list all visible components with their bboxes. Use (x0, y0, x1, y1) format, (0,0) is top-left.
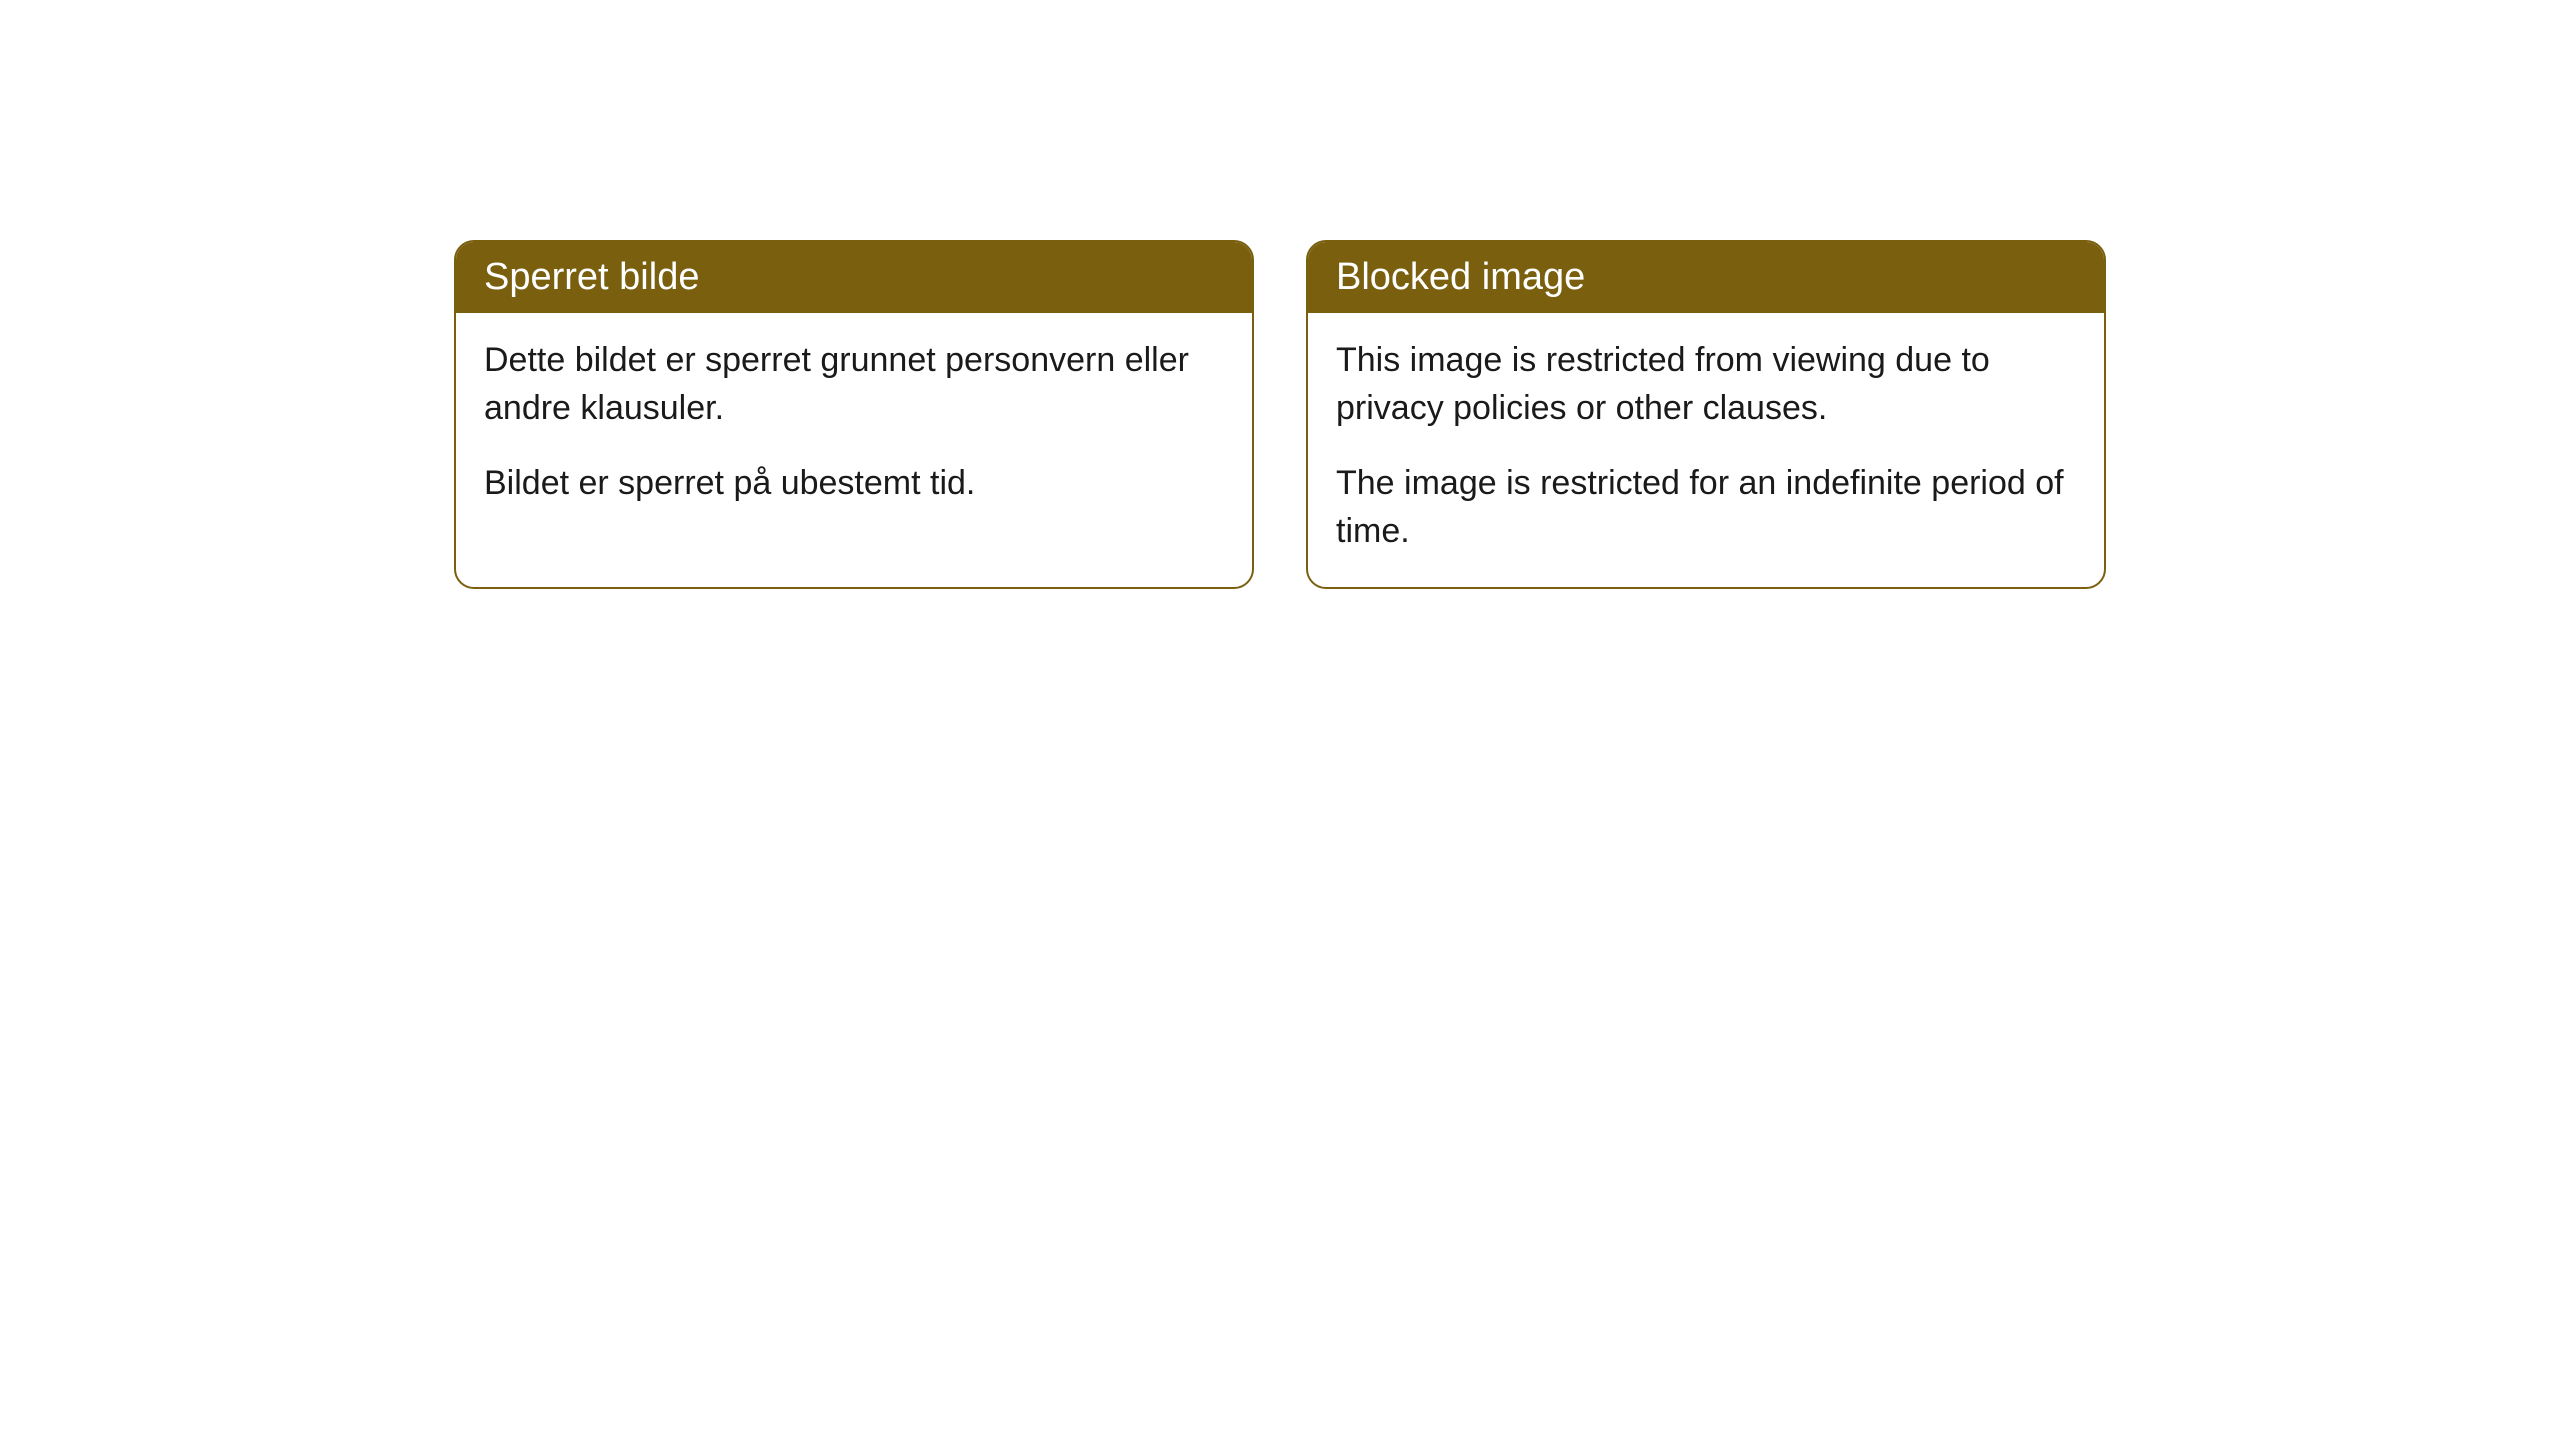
card-paragraph: Dette bildet er sperret grunnet personve… (484, 337, 1224, 432)
card-header: Blocked image (1308, 242, 2104, 313)
card-header: Sperret bilde (456, 242, 1252, 313)
card-body: This image is restricted from viewing du… (1308, 313, 2104, 587)
card-english: Blocked image This image is restricted f… (1306, 240, 2106, 589)
card-paragraph: The image is restricted for an indefinit… (1336, 460, 2076, 555)
card-norwegian: Sperret bilde Dette bildet er sperret gr… (454, 240, 1254, 589)
card-paragraph: Bildet er sperret på ubestemt tid. (484, 460, 1224, 508)
cards-container: Sperret bilde Dette bildet er sperret gr… (0, 240, 2560, 589)
card-paragraph: This image is restricted from viewing du… (1336, 337, 2076, 432)
card-body: Dette bildet er sperret grunnet personve… (456, 313, 1252, 540)
